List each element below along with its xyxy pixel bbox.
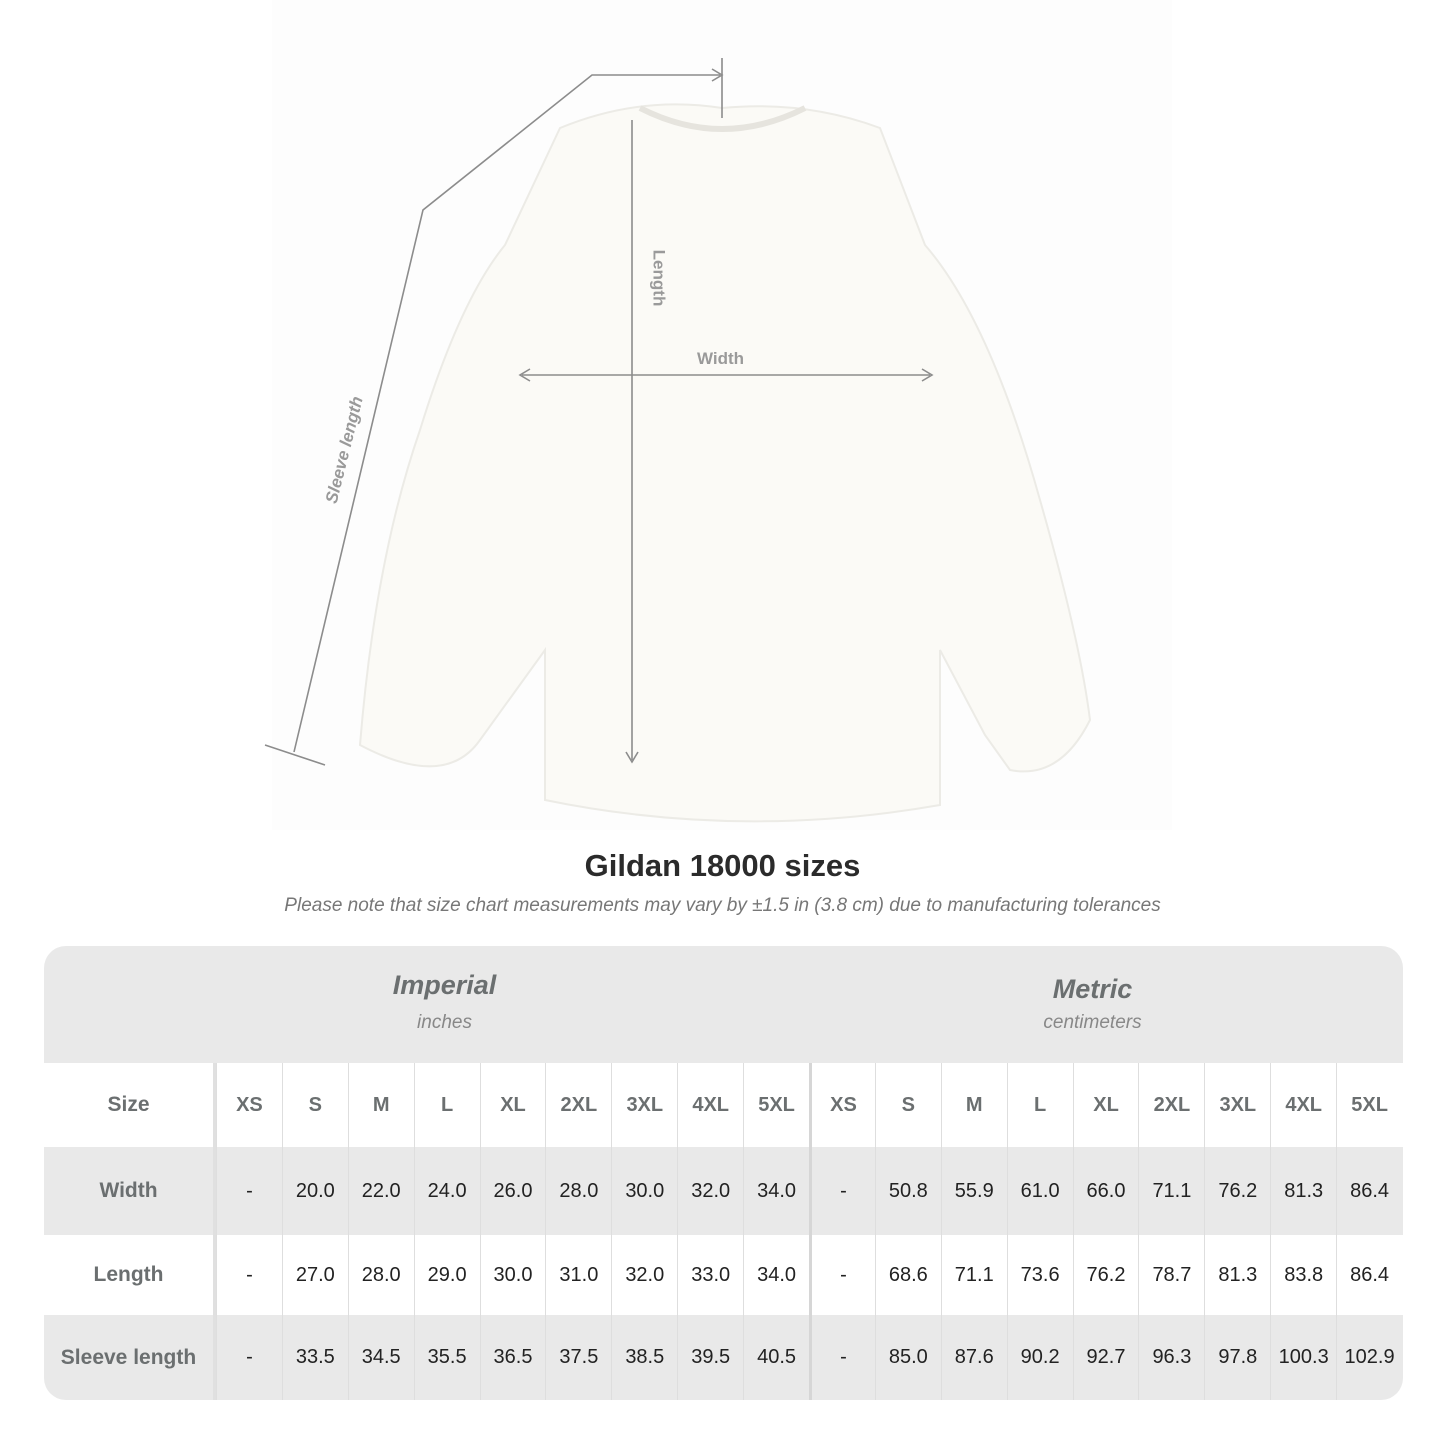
metric-value-cell: 92.7 (1072, 1315, 1139, 1400)
metric-size-header: L (1006, 1063, 1073, 1147)
imperial-value-cell: 32.0 (611, 1235, 677, 1315)
metric-value-cell: 78.7 (1138, 1235, 1204, 1315)
measurement-lines (264, 58, 934, 766)
metric-value-cell: 73.6 (1006, 1235, 1073, 1315)
metric-size-header: M (940, 1063, 1007, 1147)
imperial-size-header: 4XL (677, 1063, 743, 1147)
imperial-size-header: L (413, 1063, 480, 1147)
imperial-value-cell: 34.0 (743, 1235, 809, 1315)
metric-value-cell: 81.3 (1204, 1235, 1270, 1315)
imperial-value-cell: 40.5 (743, 1315, 809, 1400)
metric-size-header: S (874, 1063, 941, 1147)
row-label: Width (44, 1147, 216, 1235)
table-row: Sleeve length -33.5 34.5 35.5 36.5 37.5 38.5 39… (44, 1315, 1403, 1400)
sweatshirt-image (358, 103, 1092, 823)
metric-value-cell: 55.9 (940, 1147, 1007, 1235)
metric-value-cell: 50.8 (874, 1147, 941, 1235)
imperial-size-header: M (347, 1063, 414, 1147)
imperial-size-header: 5XL (743, 1063, 809, 1147)
imperial-value-cell: 31.0 (545, 1235, 611, 1315)
width-label: Width (697, 349, 745, 368)
metric-value-cell: 76.2 (1072, 1235, 1139, 1315)
imperial-value-cell: 27.0 (281, 1235, 348, 1315)
imperial-value-cell: 38.5 (611, 1315, 677, 1400)
tolerance-note: Please note that size chart measurements… (284, 895, 1161, 916)
imperial-value-cell: - (216, 1147, 282, 1235)
imperial-value-cell: 30.0 (479, 1235, 546, 1315)
imperial-value-cell: 24.0 (413, 1147, 480, 1235)
metric-value-cell: 100.3 (1270, 1315, 1336, 1400)
metric-value-cell: 102.9 (1336, 1315, 1402, 1400)
metric-value-cell: 87.6 (940, 1315, 1007, 1400)
table-row: Length -27.0 28.0 29.0 30.0 31.0 32.0 33.0 34.0-… (44, 1235, 1403, 1315)
metric-value-cell: 71.1 (940, 1235, 1007, 1315)
row-label: Size (44, 1063, 216, 1147)
metric-value-cell: 71.1 (1138, 1147, 1204, 1235)
metric-size-header: 5XL (1336, 1063, 1402, 1147)
imperial-value-cell: 30.0 (611, 1147, 677, 1235)
imperial-size-header: 3XL (611, 1063, 677, 1147)
imperial-size-header: XS (216, 1063, 282, 1147)
metric-value-cell: - (809, 1315, 875, 1400)
imperial-value-cell: 34.5 (347, 1315, 414, 1400)
metric-size-header: XL (1072, 1063, 1139, 1147)
imperial-value-cell: 29.0 (413, 1235, 480, 1315)
row-label: Length (44, 1235, 216, 1315)
metric-value-cell: 97.8 (1204, 1315, 1270, 1400)
row-label: Sleeve length (44, 1315, 216, 1400)
metric-value-cell: 83.8 (1270, 1235, 1336, 1315)
imperial-value-cell: - (216, 1235, 282, 1315)
imperial-value-cell: 33.0 (677, 1235, 743, 1315)
metric-unit: centimeters (1043, 1012, 1142, 1033)
metric-value-cell: 76.2 (1204, 1147, 1270, 1235)
imperial-value-cell: 39.5 (677, 1315, 743, 1400)
imperial-value-cell: 37.5 (545, 1315, 611, 1400)
metric-value-cell: - (809, 1235, 875, 1315)
metric-value-cell: - (809, 1147, 875, 1235)
page-title: Gildan 18000 sizes (584, 848, 861, 883)
imperial-value-cell: 28.0 (347, 1235, 414, 1315)
imperial-value-cell: 35.5 (413, 1315, 480, 1400)
imperial-size-header: XL (479, 1063, 546, 1147)
metric-value-cell: 61.0 (1006, 1147, 1073, 1235)
metric-title: Metric (1052, 974, 1133, 1004)
metric-value-cell: 86.4 (1336, 1235, 1402, 1315)
imperial-size-header: S (281, 1063, 348, 1147)
imperial-title: Imperial (392, 970, 497, 1000)
imperial-value-cell: 20.0 (281, 1147, 348, 1235)
sweatshirt-diagram (264, 58, 1092, 823)
metric-value-cell: 68.6 (874, 1235, 941, 1315)
imperial-value-cell: - (216, 1315, 282, 1400)
metric-value-cell: 66.0 (1072, 1147, 1139, 1235)
imperial-value-cell: 22.0 (347, 1147, 414, 1235)
metric-value-cell: 86.4 (1336, 1147, 1402, 1235)
metric-size-header: 4XL (1270, 1063, 1336, 1147)
size-table: Imperial inches Metric centimeters Size X… (44, 946, 1403, 1400)
metric-size-header: 3XL (1204, 1063, 1270, 1147)
table-row: Width -20.0 22.0 24.0 26.0 28.0 30.0 32.0 34.0-5… (44, 1147, 1403, 1235)
imperial-value-cell: 28.0 (545, 1147, 611, 1235)
imperial-value-cell: 36.5 (479, 1315, 546, 1400)
imperial-unit: inches (417, 1012, 472, 1033)
size-header-row: Size XS S M L XL 2XL 3XL 4XL 5XL XS S M L XL 2XL 3XL 4XL 5… (44, 1063, 1403, 1147)
metric-value-cell: 90.2 (1006, 1315, 1073, 1400)
imperial-value-cell: 32.0 (677, 1147, 743, 1235)
imperial-value-cell: 34.0 (743, 1147, 809, 1235)
imperial-size-header: 2XL (545, 1063, 611, 1147)
metric-value-cell: 96.3 (1138, 1315, 1204, 1400)
metric-value-cell: 81.3 (1270, 1147, 1336, 1235)
imperial-value-cell: 33.5 (281, 1315, 348, 1400)
length-label: Length (649, 249, 669, 307)
metric-value-cell: 85.0 (874, 1315, 941, 1400)
metric-size-header: 2XL (1138, 1063, 1204, 1147)
table-header (44, 946, 1403, 1063)
metric-size-header: XS (809, 1063, 875, 1147)
imperial-value-cell: 26.0 (479, 1147, 546, 1235)
